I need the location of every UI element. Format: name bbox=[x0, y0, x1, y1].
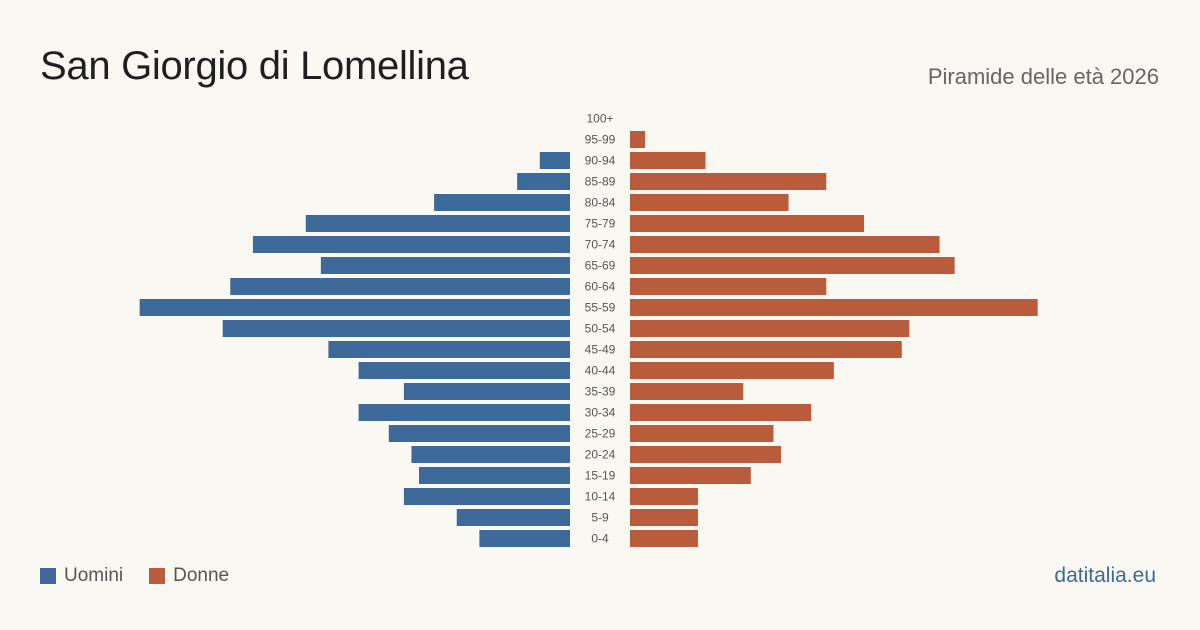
bar-women-30-34 bbox=[630, 404, 812, 421]
bar-men-85-89 bbox=[517, 173, 570, 190]
bar-men-35-39 bbox=[403, 383, 570, 400]
age-label-5-9: 5-9 bbox=[591, 511, 609, 525]
age-label-65-69: 65-69 bbox=[585, 259, 616, 273]
age-label-80-84: 80-84 bbox=[585, 196, 616, 210]
bar-men-15-19 bbox=[419, 467, 570, 484]
age-label-20-24: 20-24 bbox=[585, 448, 616, 462]
bar-women-90-94 bbox=[630, 152, 706, 169]
bar-men-75-79 bbox=[305, 215, 570, 232]
bar-men-45-49 bbox=[328, 341, 570, 358]
bar-women-50-54 bbox=[630, 320, 910, 337]
bar-men-30-34 bbox=[358, 404, 570, 421]
age-label-45-49: 45-49 bbox=[585, 343, 616, 357]
bar-women-10-14 bbox=[630, 488, 698, 505]
bar-men-50-54 bbox=[222, 320, 570, 337]
bar-men-0-4 bbox=[479, 530, 570, 547]
age-label-0-4: 0-4 bbox=[591, 532, 609, 546]
chart-title: San Giorgio di Lomellina bbox=[40, 44, 469, 88]
chart-subtitle: Piramide delle età 2026 bbox=[927, 64, 1159, 89]
bar-women-25-29 bbox=[630, 425, 774, 442]
bar-men-5-9 bbox=[456, 509, 570, 526]
age-label-85-89: 85-89 bbox=[585, 175, 616, 189]
bar-women-65-69 bbox=[630, 257, 955, 274]
bar-men-60-64 bbox=[230, 278, 570, 295]
legend-label-women: Donne bbox=[173, 565, 230, 586]
age-label-35-39: 35-39 bbox=[585, 385, 616, 399]
bar-women-60-64 bbox=[630, 278, 827, 295]
legend-item-women: Donne bbox=[149, 565, 229, 587]
legend-swatch-women bbox=[149, 568, 166, 584]
bar-women-70-74 bbox=[630, 236, 940, 253]
age-label-25-29: 25-29 bbox=[585, 427, 616, 441]
bar-men-55-59 bbox=[139, 299, 570, 316]
age-label-50-54: 50-54 bbox=[585, 322, 616, 336]
age-label-100+: 100+ bbox=[586, 112, 613, 126]
age-label-60-64: 60-64 bbox=[585, 280, 616, 294]
bar-men-70-74 bbox=[252, 236, 570, 253]
bar-men-25-29 bbox=[388, 425, 570, 442]
age-label-30-34: 30-34 bbox=[585, 406, 616, 420]
bar-women-5-9 bbox=[630, 509, 698, 526]
age-label-90-94: 90-94 bbox=[585, 154, 616, 168]
bar-women-85-89 bbox=[630, 173, 827, 190]
age-label-95-99: 95-99 bbox=[585, 133, 616, 147]
bar-women-20-24 bbox=[630, 446, 781, 463]
bar-women-0-4 bbox=[630, 530, 698, 547]
age-label-10-14: 10-14 bbox=[585, 490, 616, 504]
age-label-40-44: 40-44 bbox=[585, 364, 616, 378]
bar-women-35-39 bbox=[630, 383, 744, 400]
age-label-75-79: 75-79 bbox=[585, 217, 616, 231]
bar-women-40-44 bbox=[630, 362, 834, 379]
bar-men-20-24 bbox=[411, 446, 570, 463]
brand-link[interactable]: datitalia.eu bbox=[1054, 564, 1156, 587]
bar-men-10-14 bbox=[403, 488, 570, 505]
bar-women-80-84 bbox=[630, 194, 789, 211]
bar-women-45-49 bbox=[630, 341, 902, 358]
bar-women-75-79 bbox=[630, 215, 865, 232]
legend-item-men: Uomini bbox=[40, 565, 123, 587]
bar-women-15-19 bbox=[630, 467, 751, 484]
age-label-15-19: 15-19 bbox=[585, 469, 616, 483]
bar-women-95-99 bbox=[630, 131, 646, 148]
legend-label-men: Uomini bbox=[64, 565, 124, 586]
bar-men-80-84 bbox=[434, 194, 570, 211]
bar-men-90-94 bbox=[539, 152, 570, 169]
bar-women-55-59 bbox=[630, 299, 1038, 316]
age-label-70-74: 70-74 bbox=[585, 238, 616, 252]
legend: Uomini Donne bbox=[40, 565, 255, 587]
bar-men-40-44 bbox=[358, 362, 570, 379]
age-label-55-59: 55-59 bbox=[585, 301, 616, 315]
legend-swatch-men bbox=[40, 568, 56, 584]
bar-men-65-69 bbox=[320, 257, 570, 274]
